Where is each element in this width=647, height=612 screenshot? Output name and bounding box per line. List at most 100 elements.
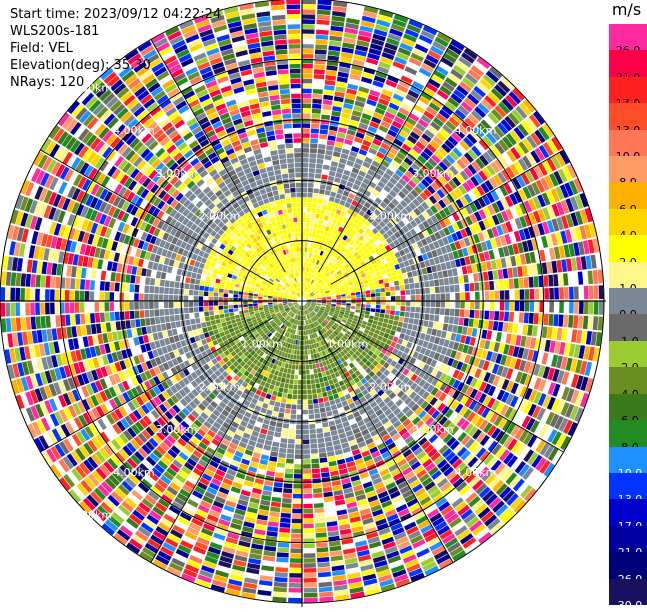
velocity-gate — [321, 174, 328, 179]
velocity-gate — [508, 323, 514, 333]
velocity-gate — [317, 433, 324, 438]
velocity-gate — [509, 312, 514, 322]
velocity-gate — [574, 287, 579, 300]
velocity-gate — [302, 14, 315, 19]
velocity-gate — [425, 334, 431, 341]
velocity-gate — [309, 414, 315, 419]
velocity-gate — [481, 262, 487, 271]
velocity-gate — [333, 203, 339, 209]
velocity-gate — [323, 200, 329, 205]
velocity-gate — [284, 483, 293, 488]
velocity-gate — [316, 164, 323, 169]
velocity-gate — [383, 318, 388, 323]
velocity-gate — [346, 303, 351, 305]
velocity-gate — [351, 298, 356, 301]
velocity-gate — [281, 513, 291, 518]
velocity-gate — [154, 309, 159, 316]
velocity-gate — [308, 183, 314, 188]
velocity-gate — [290, 563, 302, 568]
velocity-gate — [551, 261, 557, 273]
velocity-gate — [493, 270, 499, 280]
velocity-gate — [297, 400, 302, 405]
velocity-gate — [534, 289, 539, 300]
velocity-gate — [324, 85, 334, 91]
velocity-gate — [430, 294, 435, 300]
velocity-gate — [316, 383, 321, 388]
velocity-gate — [310, 143, 317, 148]
velocity-gate — [224, 313, 229, 317]
velocity-gate — [327, 298, 332, 300]
velocity-gate — [589, 301, 594, 314]
velocity-gate — [282, 393, 287, 398]
velocity-gate — [319, 377, 324, 382]
velocity-gate — [217, 323, 222, 328]
velocity-gate — [504, 279, 509, 289]
velocity-gate — [351, 293, 356, 296]
velocity-gate — [328, 45, 340, 51]
velocity-gate — [277, 392, 282, 397]
velocity-gate — [320, 462, 328, 467]
velocity-gate — [298, 385, 302, 390]
velocity-gate — [216, 319, 221, 324]
velocity-gate — [331, 111, 340, 117]
velocity-gate — [307, 193, 312, 198]
velocity-gate — [302, 19, 315, 24]
velocity-gate — [460, 292, 465, 300]
velocity-gate — [317, 15, 330, 20]
velocity-gate — [322, 482, 331, 488]
velocity-gate — [283, 368, 287, 373]
velocity-gate — [303, 444, 310, 449]
velocity-gate — [285, 379, 289, 384]
velocity-gate — [317, 199, 322, 204]
velocity-gate — [323, 376, 328, 381]
velocity-gate — [386, 292, 391, 296]
velocity-gate — [534, 301, 539, 312]
velocity-gate — [376, 305, 381, 309]
velocity-gate — [380, 313, 385, 317]
velocity-gate — [278, 458, 286, 463]
velocity-gate — [288, 364, 292, 369]
velocity-gate — [131, 490, 143, 501]
velocity-gate — [341, 303, 346, 305]
velocity-gate — [291, 404, 296, 409]
velocity-gate — [405, 312, 410, 317]
velocity-gate — [196, 323, 201, 329]
velocity-gate — [311, 384, 316, 389]
velocity-gate — [266, 531, 277, 537]
velocity-gate — [187, 499, 198, 508]
velocity-gate — [302, 198, 307, 203]
velocity-gate — [302, 345, 304, 350]
velocity-gate — [458, 276, 463, 284]
velocity-gate — [305, 350, 308, 355]
velocity-gate — [289, 583, 302, 588]
velocity-gate — [282, 498, 292, 503]
velocity-gate — [423, 274, 428, 281]
velocity-gate — [211, 320, 216, 325]
velocity-gate — [481, 330, 487, 339]
velocity-gate — [515, 290, 520, 300]
velocity-gate — [323, 427, 330, 433]
velocity-gate — [377, 275, 382, 280]
velocity-gate — [303, 464, 311, 469]
velocity-gate — [286, 374, 290, 379]
velocity-gate — [112, 332, 118, 341]
velocity-gate — [333, 378, 338, 384]
velocity-gate — [218, 327, 224, 332]
velocity-gate — [307, 380, 311, 385]
velocity-gate — [298, 335, 300, 340]
velocity-gate — [403, 323, 408, 329]
velocity-gate — [317, 552, 329, 557]
velocity-gate — [107, 332, 113, 342]
velocity-gate — [311, 454, 319, 459]
velocity-gate — [304, 598, 318, 603]
velocity-gate — [405, 66, 418, 75]
velocity-gate — [373, 277, 378, 282]
velocity-gate — [303, 434, 309, 439]
velocity-gate — [210, 315, 215, 320]
velocity-gate — [302, 203, 307, 208]
velocity-gate — [309, 424, 315, 429]
velocity-gate — [162, 331, 168, 338]
velocity-gate — [325, 406, 331, 412]
velocity-gate — [304, 257, 306, 262]
velocity-gate — [462, 266, 468, 274]
